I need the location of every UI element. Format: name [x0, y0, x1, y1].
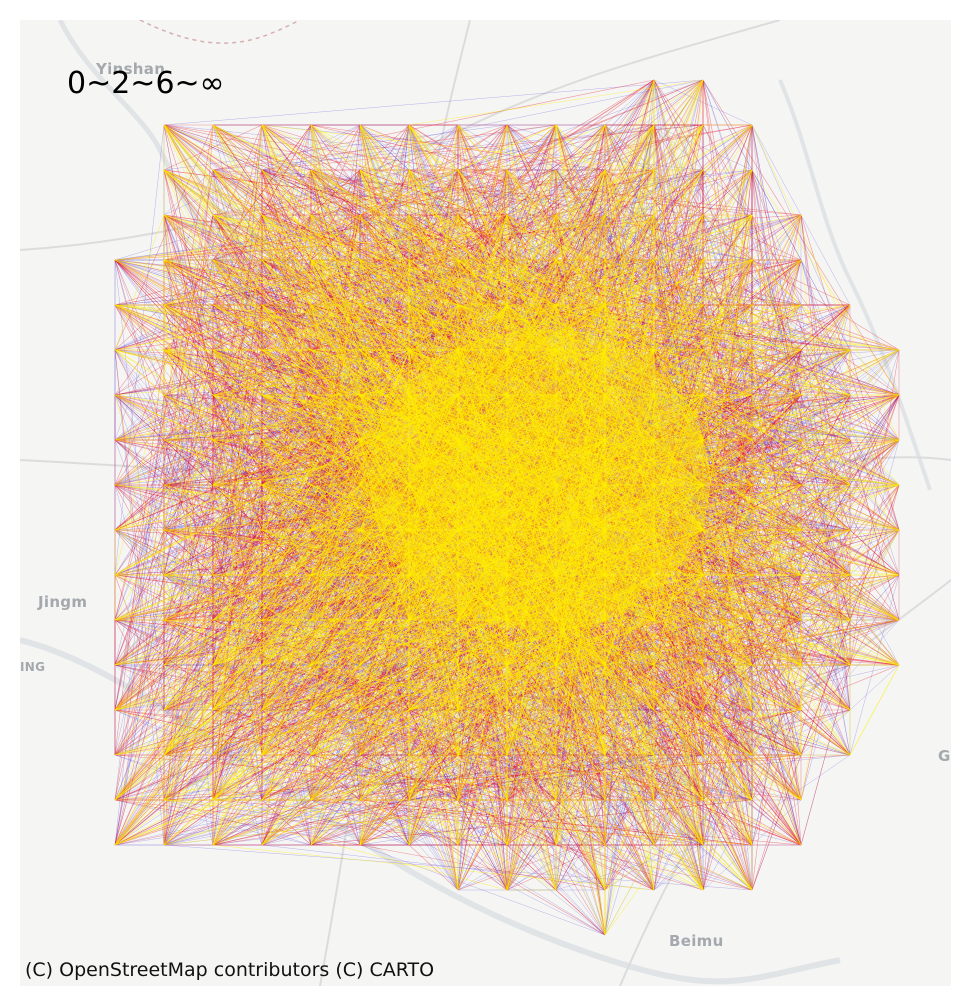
flow-line — [457, 124, 606, 216]
river — [57, 20, 252, 302]
road — [619, 579, 951, 986]
flow-line — [261, 799, 361, 846]
flow-line — [114, 484, 165, 621]
flow-line — [800, 214, 851, 306]
flow-line — [163, 124, 606, 171]
place-label-beimu: Beimu — [669, 932, 724, 950]
map-canvas[interactable]: Yinshan Jingm ING Beimu G 0~2~6~∞ (C) Op… — [20, 20, 951, 986]
flow-line — [653, 124, 753, 171]
place-label-yinshan: Yinshan — [96, 60, 166, 78]
flow-line — [604, 799, 655, 891]
flow-line — [359, 124, 410, 171]
road — [20, 20, 781, 251]
place-label-g: G — [938, 747, 951, 765]
flow-line — [163, 79, 704, 126]
road — [139, 20, 301, 44]
flow-line — [751, 124, 802, 216]
flow-line — [163, 124, 508, 171]
flow-line — [114, 349, 165, 441]
place-label-ing: ING — [20, 660, 46, 674]
flow-line — [849, 349, 900, 396]
flow-line — [506, 124, 655, 171]
place-label-jingmen: Jingm — [38, 593, 88, 611]
river — [778, 79, 932, 491]
flow-line — [114, 799, 312, 846]
flow-line — [751, 124, 851, 351]
flow-line — [114, 439, 165, 486]
flow-lines-layer — [114, 79, 900, 936]
flow-line — [653, 79, 753, 126]
